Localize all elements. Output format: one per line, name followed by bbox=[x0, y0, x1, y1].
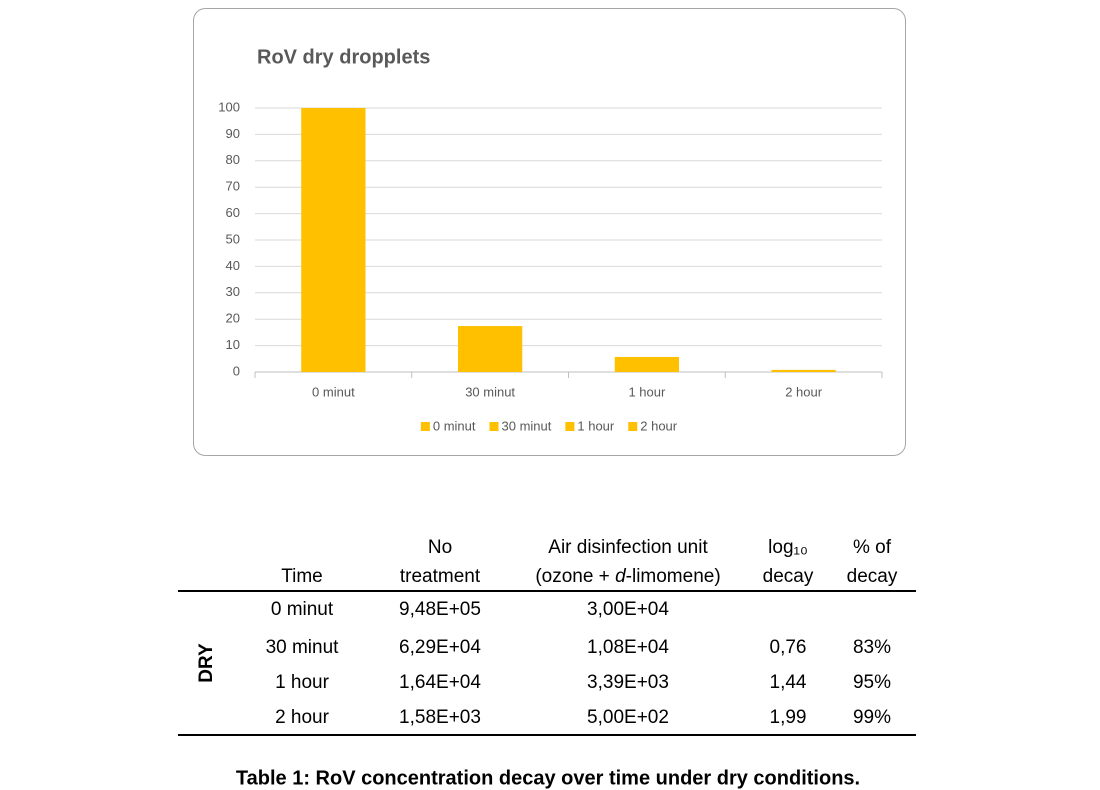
table-cell: 1,58E+03 bbox=[399, 707, 481, 728]
table-cell: 0 minut bbox=[271, 599, 334, 620]
bar bbox=[301, 108, 366, 372]
y-tick-label: 90 bbox=[226, 126, 240, 141]
legend-label: 1 hour bbox=[577, 418, 615, 433]
table-cell: 83% bbox=[853, 637, 891, 658]
bar bbox=[614, 356, 680, 372]
x-tick-label: 30 minut bbox=[465, 384, 515, 399]
table-cell: 2 hour bbox=[275, 707, 330, 728]
table-cell: 9,48E+05 bbox=[399, 599, 481, 620]
y-tick-label: 80 bbox=[226, 152, 240, 167]
chart-frame bbox=[193, 8, 906, 456]
y-tick-label: 60 bbox=[226, 205, 240, 220]
group-label: DRY bbox=[196, 643, 217, 683]
bar bbox=[457, 326, 523, 372]
header-part: -limomene) bbox=[626, 566, 721, 587]
y-tick-label: 0 bbox=[233, 363, 240, 378]
caption: Table 1: RoV concentration decay over ti… bbox=[236, 767, 860, 789]
table-cell: 30 minut bbox=[266, 637, 340, 658]
header-cell: treatment bbox=[400, 566, 481, 587]
header-part: d bbox=[615, 566, 627, 587]
table-cell: 1 hour bbox=[275, 672, 330, 693]
bar bbox=[771, 369, 836, 372]
x-tick-label: 1 hour bbox=[628, 384, 666, 399]
x-tick-label: 0 minut bbox=[312, 384, 355, 399]
x-tick-label: 2 hour bbox=[785, 384, 823, 399]
table-cell: 0,76 bbox=[770, 637, 807, 658]
y-tick-label: 100 bbox=[218, 99, 240, 114]
table-cell: 3,00E+04 bbox=[587, 599, 669, 620]
table-cell: 1,08E+04 bbox=[587, 637, 669, 658]
table-cell: 5,00E+02 bbox=[587, 707, 669, 728]
chart-title: RoV dry dropplets bbox=[257, 46, 430, 68]
legend-swatch bbox=[628, 422, 638, 431]
header-cell: decay bbox=[847, 566, 898, 587]
legend-swatch bbox=[489, 422, 499, 431]
legend-swatch bbox=[565, 422, 575, 431]
table-cell: 99% bbox=[853, 707, 891, 728]
table-cell: 1,99 bbox=[770, 707, 807, 728]
header-cell: Time bbox=[281, 566, 323, 587]
table-cell: 95% bbox=[853, 672, 891, 693]
y-tick-label: 10 bbox=[226, 337, 240, 352]
table-cell: 3,39E+03 bbox=[587, 672, 669, 693]
header-cell: log₁₀ bbox=[768, 537, 808, 558]
table-cell: 1,44 bbox=[770, 672, 807, 693]
y-tick-label: 50 bbox=[226, 231, 240, 246]
header-cell: (ozone + d-limomene) bbox=[535, 566, 720, 587]
legend-label: 0 minut bbox=[433, 418, 476, 433]
header-cell: decay bbox=[763, 566, 814, 587]
y-tick-label: 70 bbox=[226, 179, 240, 194]
header-cell: Air disinfection unit bbox=[548, 537, 708, 558]
y-tick-label: 40 bbox=[226, 258, 240, 273]
table-cell: 1,64E+04 bbox=[399, 672, 481, 693]
header-part: (ozone + bbox=[535, 566, 615, 587]
legend-label: 30 minut bbox=[502, 418, 552, 433]
header-cell: No bbox=[428, 537, 452, 558]
legend-label: 2 hour bbox=[640, 418, 678, 433]
header-cell: % of bbox=[853, 537, 892, 558]
legend-swatch bbox=[420, 422, 430, 431]
y-tick-label: 30 bbox=[226, 284, 240, 299]
y-tick-label: 20 bbox=[226, 311, 240, 326]
table-cell: 6,29E+04 bbox=[399, 637, 481, 658]
